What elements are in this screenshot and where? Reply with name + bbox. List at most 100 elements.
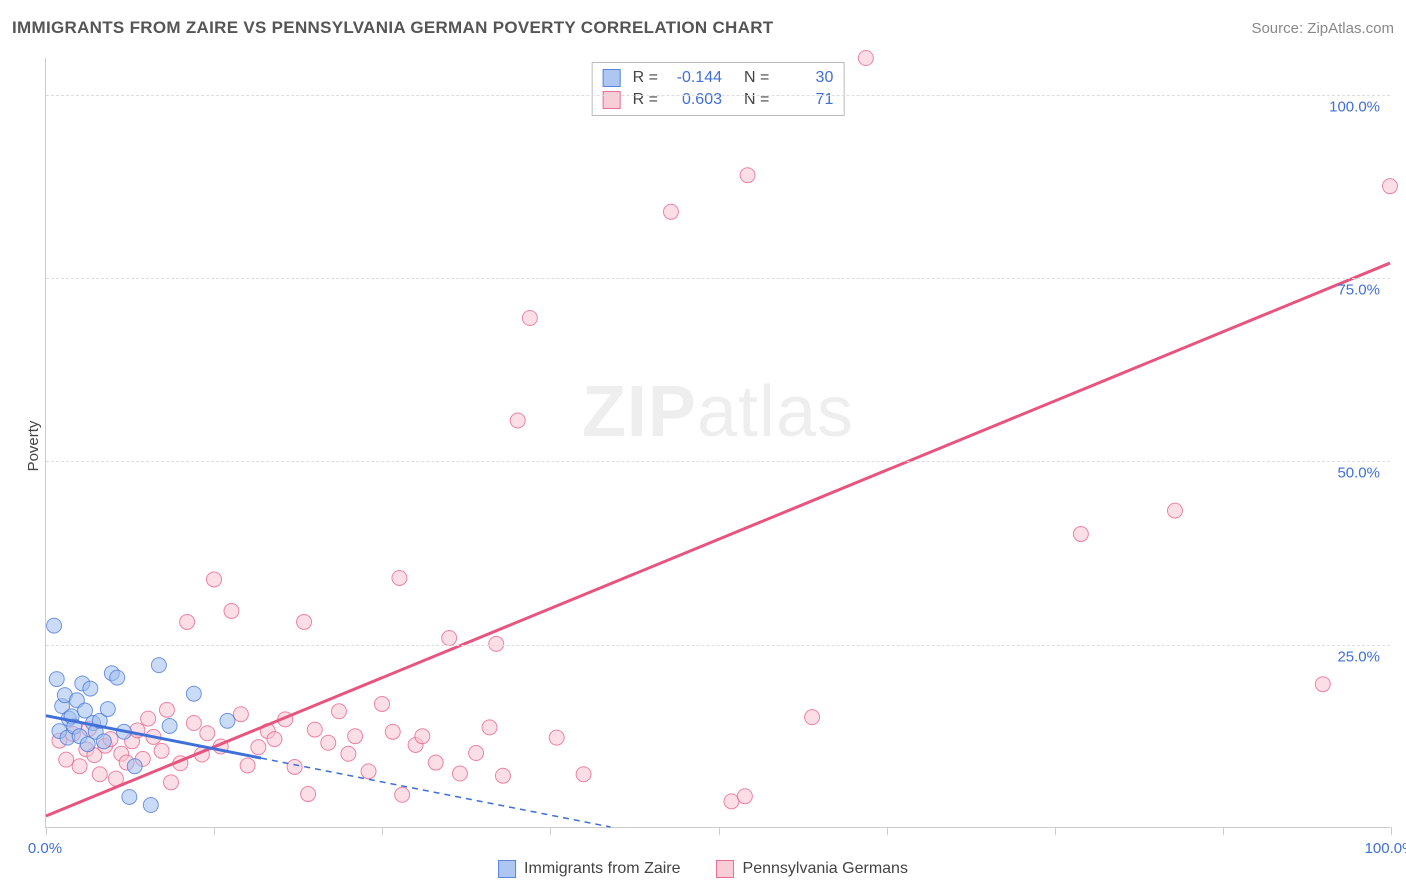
x-tick — [1223, 827, 1224, 835]
swatch-blue-icon — [603, 69, 621, 87]
blue-point — [186, 686, 201, 701]
blue-point — [162, 718, 177, 733]
pink-point — [392, 571, 407, 586]
pink-point — [495, 768, 510, 783]
legend-bottom-pink: Pennsylvania Germans — [717, 860, 908, 878]
legend-blue-label: Immigrants from Zaire — [524, 860, 680, 878]
x-tick — [46, 827, 47, 835]
pink-point — [576, 767, 591, 782]
pink-point — [1383, 179, 1398, 194]
chart-header: IMMIGRANTS FROM ZAIRE VS PENNSYLVANIA GE… — [12, 18, 1394, 38]
pink-point — [858, 51, 873, 66]
n-value-blue: 30 — [777, 69, 833, 87]
pink-point — [663, 204, 678, 219]
pink-point — [522, 311, 537, 326]
pink-point — [1315, 677, 1330, 692]
pink-point — [159, 702, 174, 717]
legend-pink-label: Pennsylvania Germans — [743, 860, 908, 878]
r-value-blue: -0.144 — [666, 69, 722, 87]
pink-point — [1167, 503, 1182, 518]
pink-point — [375, 696, 390, 711]
pink-point — [442, 631, 457, 646]
pink-point — [200, 726, 215, 741]
pink-point — [395, 787, 410, 802]
pink-point — [482, 720, 497, 735]
y-tick-label: 25.0% — [1337, 648, 1380, 665]
pink-point — [724, 794, 739, 809]
gridline — [46, 645, 1390, 646]
legend-bottom-blue: Immigrants from Zaire — [498, 860, 680, 878]
pink-point — [321, 735, 336, 750]
blue-point — [47, 618, 62, 633]
pink-point — [92, 767, 107, 782]
pink-point — [180, 614, 195, 629]
pink-point — [72, 759, 87, 774]
pink-point — [510, 413, 525, 428]
trendline-pink — [46, 263, 1390, 816]
pink-point — [348, 729, 363, 744]
pink-point — [301, 787, 316, 802]
blue-point — [49, 672, 64, 687]
gridline — [46, 278, 1390, 279]
pink-point — [287, 759, 302, 774]
pink-point — [163, 775, 178, 790]
gridline — [46, 95, 1390, 96]
x-tick — [887, 827, 888, 835]
blue-point — [220, 713, 235, 728]
plot-area: ZIPatlas R = -0.144 N = 30 R = 0.603 N =… — [45, 58, 1390, 828]
x-tick — [1391, 827, 1392, 835]
pink-point — [307, 722, 322, 737]
pink-point — [240, 758, 255, 773]
pink-point — [186, 716, 201, 731]
pink-point — [59, 752, 74, 767]
n-label: N = — [744, 69, 769, 87]
pink-point — [469, 746, 484, 761]
pink-point — [224, 603, 239, 618]
x-tick-label: 0.0% — [28, 840, 62, 857]
pink-point — [297, 614, 312, 629]
pink-point — [251, 740, 266, 755]
pink-point — [428, 755, 443, 770]
legend-bottom: Immigrants from Zaire Pennsylvania Germa… — [498, 860, 908, 878]
blue-point — [143, 798, 158, 813]
pink-point — [267, 732, 282, 747]
chart-title: IMMIGRANTS FROM ZAIRE VS PENNSYLVANIA GE… — [12, 18, 773, 38]
pink-point — [341, 746, 356, 761]
pink-point — [331, 704, 346, 719]
legend-stats: R = -0.144 N = 30 R = 0.603 N = 71 — [592, 62, 845, 116]
pink-point — [385, 724, 400, 739]
pink-point — [805, 710, 820, 725]
y-tick-label: 100.0% — [1329, 98, 1380, 115]
pink-point — [415, 729, 430, 744]
gridline — [46, 461, 1390, 462]
blue-point — [122, 789, 137, 804]
chart-source: Source: ZipAtlas.com — [1251, 20, 1394, 37]
pink-point — [549, 730, 564, 745]
swatch-blue-icon — [498, 860, 516, 878]
blue-point — [127, 759, 142, 774]
swatch-pink-icon — [717, 860, 735, 878]
pink-point — [154, 743, 169, 758]
blue-point — [83, 681, 98, 696]
pink-point — [737, 789, 752, 804]
blue-point — [151, 658, 166, 673]
r-label: R = — [633, 69, 658, 87]
pink-point — [361, 764, 376, 779]
y-axis-label: Poverty — [25, 421, 42, 472]
pink-point — [141, 711, 156, 726]
x-tick — [382, 827, 383, 835]
x-tick — [550, 827, 551, 835]
x-tick-label: 100.0% — [1365, 840, 1406, 857]
pink-point — [740, 168, 755, 183]
blue-point — [96, 734, 111, 749]
blue-point — [110, 670, 125, 685]
x-tick — [1055, 827, 1056, 835]
legend-stats-row-pink: R = 0.603 N = 71 — [603, 89, 834, 111]
x-tick — [214, 827, 215, 835]
blue-point — [100, 702, 115, 717]
chart-svg — [46, 58, 1390, 827]
y-tick-label: 50.0% — [1337, 465, 1380, 482]
pink-point — [1073, 527, 1088, 542]
x-tick — [719, 827, 720, 835]
pink-point — [207, 572, 222, 587]
